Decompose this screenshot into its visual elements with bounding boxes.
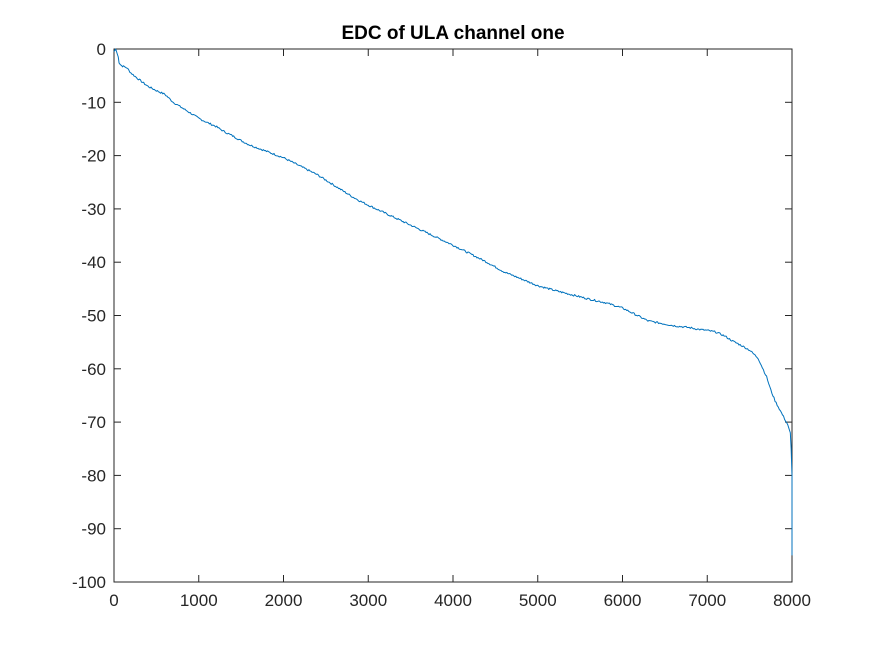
x-tick-label: 1000 xyxy=(180,591,218,610)
x-tick-label: 3000 xyxy=(349,591,387,610)
x-tick-label: 4000 xyxy=(434,591,472,610)
y-tick-label: -50 xyxy=(81,307,106,326)
y-tick-label: -80 xyxy=(81,466,106,485)
x-tick-label: 6000 xyxy=(604,591,642,610)
chart-title: EDC of ULA channel one xyxy=(341,23,564,44)
x-tick-label: 0 xyxy=(109,591,118,610)
plot-area: 0 1000 2000 3000 4000 5000 6000 7000 8000 0 -10 -20… xyxy=(72,40,811,610)
x-tick-label: 7000 xyxy=(688,591,726,610)
y-tick-label: -90 xyxy=(81,520,106,539)
y-tick-label: -10 xyxy=(81,93,106,112)
y-tick-label: -70 xyxy=(81,413,106,432)
y-tick-label: -60 xyxy=(81,360,106,379)
y-tick-label: -40 xyxy=(81,253,106,272)
x-tick-label: 2000 xyxy=(265,591,303,610)
x-tick-label: 8000 xyxy=(773,591,811,610)
edc-series-line xyxy=(113,48,793,556)
y-tick-label: -30 xyxy=(81,200,106,219)
x-tick-label: 5000 xyxy=(519,591,557,610)
y-tick-label: -20 xyxy=(81,147,106,166)
y-tick-label: -100 xyxy=(72,573,106,592)
y-tick-label: 0 xyxy=(97,40,106,59)
